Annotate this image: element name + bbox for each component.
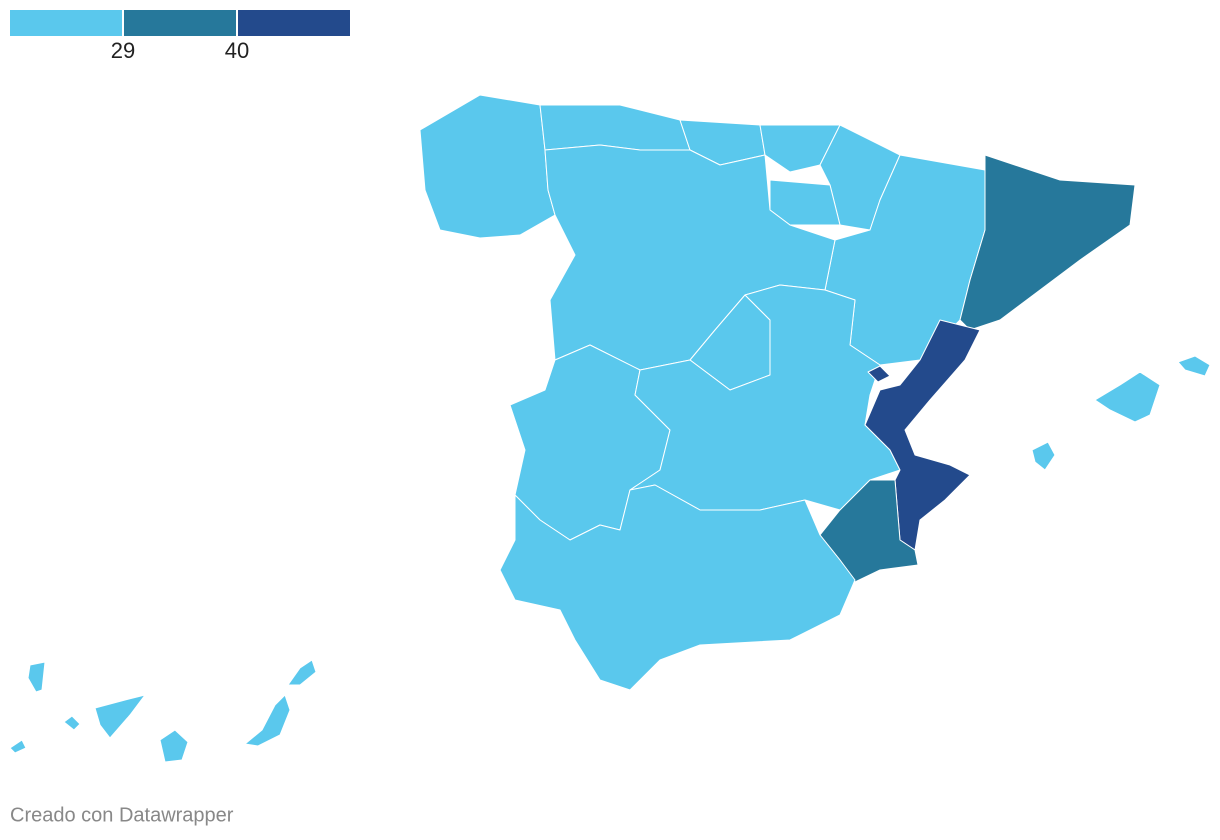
region bbox=[1031, 441, 1056, 471]
region bbox=[539, 104, 691, 151]
legend-swatch bbox=[124, 10, 236, 36]
region bbox=[63, 715, 81, 731]
region bbox=[9, 739, 27, 754]
region bbox=[959, 154, 1136, 331]
footer: Creado con Datawrapper bbox=[10, 804, 234, 826]
region bbox=[759, 124, 841, 173]
legend-label: 29 bbox=[111, 38, 135, 63]
region bbox=[94, 694, 146, 739]
region bbox=[27, 661, 46, 693]
region bbox=[287, 659, 317, 686]
region bbox=[1094, 371, 1161, 423]
region bbox=[1177, 355, 1211, 377]
region bbox=[864, 319, 981, 551]
legend-label: 40 bbox=[225, 38, 249, 63]
region bbox=[159, 729, 189, 763]
region bbox=[499, 484, 856, 691]
regions bbox=[9, 94, 1211, 763]
region bbox=[244, 694, 291, 747]
region bbox=[867, 365, 891, 383]
legend: 29 40 bbox=[10, 10, 350, 63]
region bbox=[819, 479, 919, 583]
legend-swatch bbox=[10, 10, 122, 36]
region bbox=[419, 94, 556, 239]
legend-swatch bbox=[238, 10, 350, 36]
